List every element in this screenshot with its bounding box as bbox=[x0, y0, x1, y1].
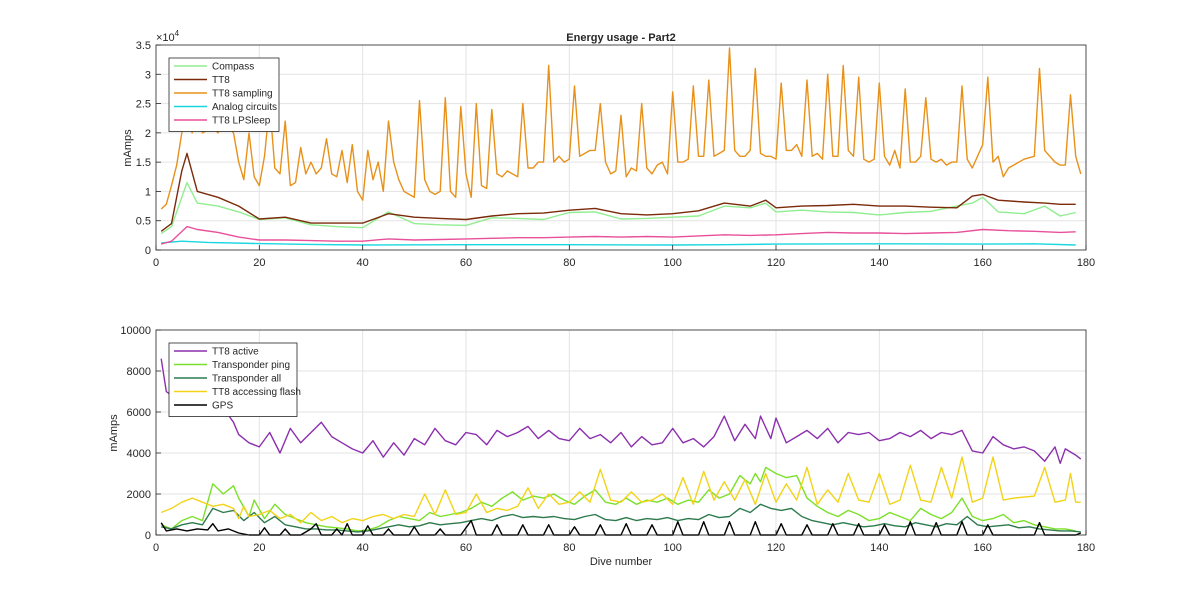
series-line-transponder-all bbox=[161, 503, 1081, 533]
legend-entry: TT8 bbox=[212, 75, 230, 86]
y-exponent-label: ×104 bbox=[156, 29, 180, 44]
series-line-tt8-sampling bbox=[160, 47, 1082, 210]
axes-box bbox=[155, 44, 1087, 251]
x-tick-label: 20 bbox=[253, 542, 265, 554]
y-tick-label: 4000 bbox=[127, 448, 151, 460]
x-tick-label: 140 bbox=[870, 257, 888, 269]
x-tick-label: 40 bbox=[357, 257, 369, 269]
series-line-transponder-ping bbox=[160, 466, 1076, 532]
legend: Compass TT8 TT8 sampling Analog circuits TT8… bbox=[168, 57, 280, 132]
x-tick-label: 60 bbox=[460, 542, 472, 554]
y-tick-label: 10000 bbox=[120, 325, 151, 337]
y-tick-label: 6000 bbox=[127, 407, 151, 419]
legend-entry: TT8 accessing flash bbox=[212, 387, 301, 398]
x-tick-label: 100 bbox=[663, 542, 681, 554]
y-tick-label: 3 bbox=[145, 69, 151, 81]
x-tick-label: 60 bbox=[460, 257, 472, 269]
x-tick-label: 0 bbox=[153, 257, 159, 269]
legend-entry: Transponder ping bbox=[212, 360, 290, 371]
y-tick-label: 0 bbox=[145, 530, 151, 542]
series-line-tt8-active bbox=[160, 358, 1082, 464]
y-tick-label: 8000 bbox=[127, 366, 151, 378]
top-axes: 0 20 40 60 80 100 120 140 160 180 0 0.5 1 1.5 2 2.5 3 3.5… bbox=[122, 29, 1095, 269]
x-tick-label: 80 bbox=[563, 257, 575, 269]
legend-entry: TT8 LPSleep bbox=[212, 116, 271, 127]
legend: TT8 active Transponder ping Transponder al… bbox=[168, 342, 301, 417]
x-tick-label: 120 bbox=[767, 542, 785, 554]
series-line-analog-circuits bbox=[161, 240, 1076, 246]
y-tick-label: 2000 bbox=[127, 489, 151, 501]
y-exponent-base: ×10 bbox=[156, 32, 175, 44]
y-tick-label: 2.5 bbox=[136, 99, 151, 111]
y-tick-label: 1 bbox=[145, 186, 151, 198]
axes-box bbox=[155, 329, 1087, 536]
y-axis-label: mAmps bbox=[122, 129, 134, 167]
legend-entry: GPS bbox=[212, 401, 233, 412]
series-line-tt8-lpsleep bbox=[161, 225, 1076, 245]
y-tick-label: 1.5 bbox=[136, 157, 151, 169]
x-tick-label: 0 bbox=[153, 542, 159, 554]
chart-title: Energy usage - Part2 bbox=[566, 32, 675, 44]
x-tick-label: 80 bbox=[563, 542, 575, 554]
series-line-tt8-accessing-flash bbox=[160, 456, 1081, 524]
y-tick-label: 3.5 bbox=[136, 40, 151, 52]
x-tick-label: 120 bbox=[767, 257, 785, 269]
y-exponent-power: 4 bbox=[175, 29, 180, 38]
legend-entry: Analog circuits bbox=[212, 102, 277, 113]
y-tick-label: 0.5 bbox=[136, 216, 151, 228]
y-axis-label: mAmps bbox=[108, 414, 120, 452]
x-tick-label: 180 bbox=[1077, 542, 1095, 554]
legend-entry: Compass bbox=[212, 62, 254, 73]
x-tick-label: 40 bbox=[357, 542, 369, 554]
x-tick-label: 180 bbox=[1077, 257, 1095, 269]
x-tick-label: 160 bbox=[973, 257, 991, 269]
bottom-axes: 0 20 40 60 80 100 120 140 160 180 0 2000 4000 6000 800… bbox=[108, 325, 1095, 568]
y-tick-label: 0 bbox=[145, 245, 151, 257]
series-line-tt8 bbox=[160, 152, 1076, 232]
x-tick-label: 20 bbox=[253, 257, 265, 269]
x-tick-label: 100 bbox=[663, 257, 681, 269]
legend-entry: TT8 active bbox=[212, 347, 259, 358]
x-axis-label: Dive number bbox=[590, 556, 653, 568]
x-tick-label: 140 bbox=[870, 542, 888, 554]
y-tick-label: 2 bbox=[145, 128, 151, 140]
legend-entry: TT8 sampling bbox=[212, 89, 273, 100]
legend-entry: Transponder all bbox=[212, 374, 281, 385]
x-tick-label: 160 bbox=[973, 542, 991, 554]
